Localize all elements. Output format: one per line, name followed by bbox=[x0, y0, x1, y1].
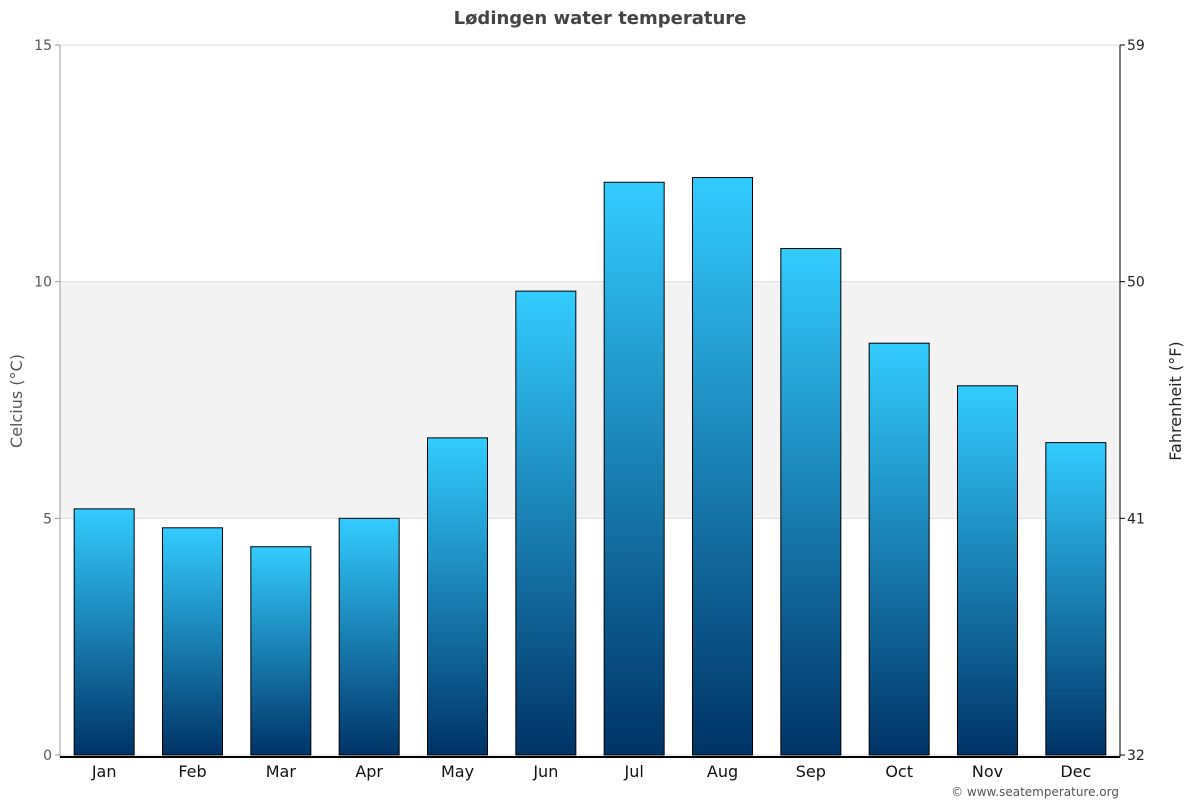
y-axis-label: Celcius (°C) bbox=[7, 354, 26, 448]
y-tick-label: 10 bbox=[34, 275, 52, 291]
y-tick-label-right: 59 bbox=[1127, 38, 1145, 54]
x-tick-label: Jun bbox=[532, 762, 558, 781]
bar-apr[interactable] bbox=[338, 517, 400, 756]
x-tick-label: Aug bbox=[707, 762, 738, 781]
credit-text: © www.seatemperature.org bbox=[951, 785, 1119, 799]
bar-jul[interactable] bbox=[603, 181, 665, 756]
y-tick-label: 15 bbox=[34, 38, 52, 54]
bar-jun[interactable] bbox=[515, 290, 577, 756]
x-tick-label: Apr bbox=[355, 762, 383, 781]
bar-may[interactable] bbox=[427, 437, 488, 756]
y-tick-label-right: 50 bbox=[1127, 275, 1145, 291]
x-tick-label: Dec bbox=[1060, 762, 1091, 781]
bar-feb[interactable] bbox=[162, 527, 223, 756]
chart-title: Lødingen water temperature bbox=[454, 8, 747, 29]
bar-oct[interactable] bbox=[868, 342, 930, 756]
bar-aug[interactable] bbox=[692, 177, 753, 756]
bar-mar[interactable] bbox=[250, 546, 312, 756]
bar-sep[interactable] bbox=[780, 248, 842, 756]
x-tick-label: Oct bbox=[885, 762, 913, 781]
y-tick-label-right: 32 bbox=[1127, 748, 1145, 764]
x-tick-label: Mar bbox=[266, 762, 297, 781]
x-tick-label: Sep bbox=[796, 762, 826, 781]
y-axis-label-right: Fahrenheit (°F) bbox=[1166, 341, 1185, 460]
x-tick-label: Feb bbox=[178, 762, 206, 781]
x-tick-label: May bbox=[441, 762, 474, 781]
shaded-band bbox=[60, 281, 1120, 519]
x-tick-label: Nov bbox=[972, 762, 1003, 781]
y-tick-label: 5 bbox=[43, 511, 52, 527]
y-tick-label: 0 bbox=[43, 748, 52, 764]
x-tick-label: Jul bbox=[624, 762, 644, 781]
y-tick-label-right: 41 bbox=[1127, 511, 1145, 527]
x-tick-label: Jan bbox=[91, 762, 117, 781]
bar-nov[interactable] bbox=[957, 385, 1018, 756]
bar-jan[interactable] bbox=[73, 508, 135, 756]
bar-dec[interactable] bbox=[1045, 442, 1107, 756]
